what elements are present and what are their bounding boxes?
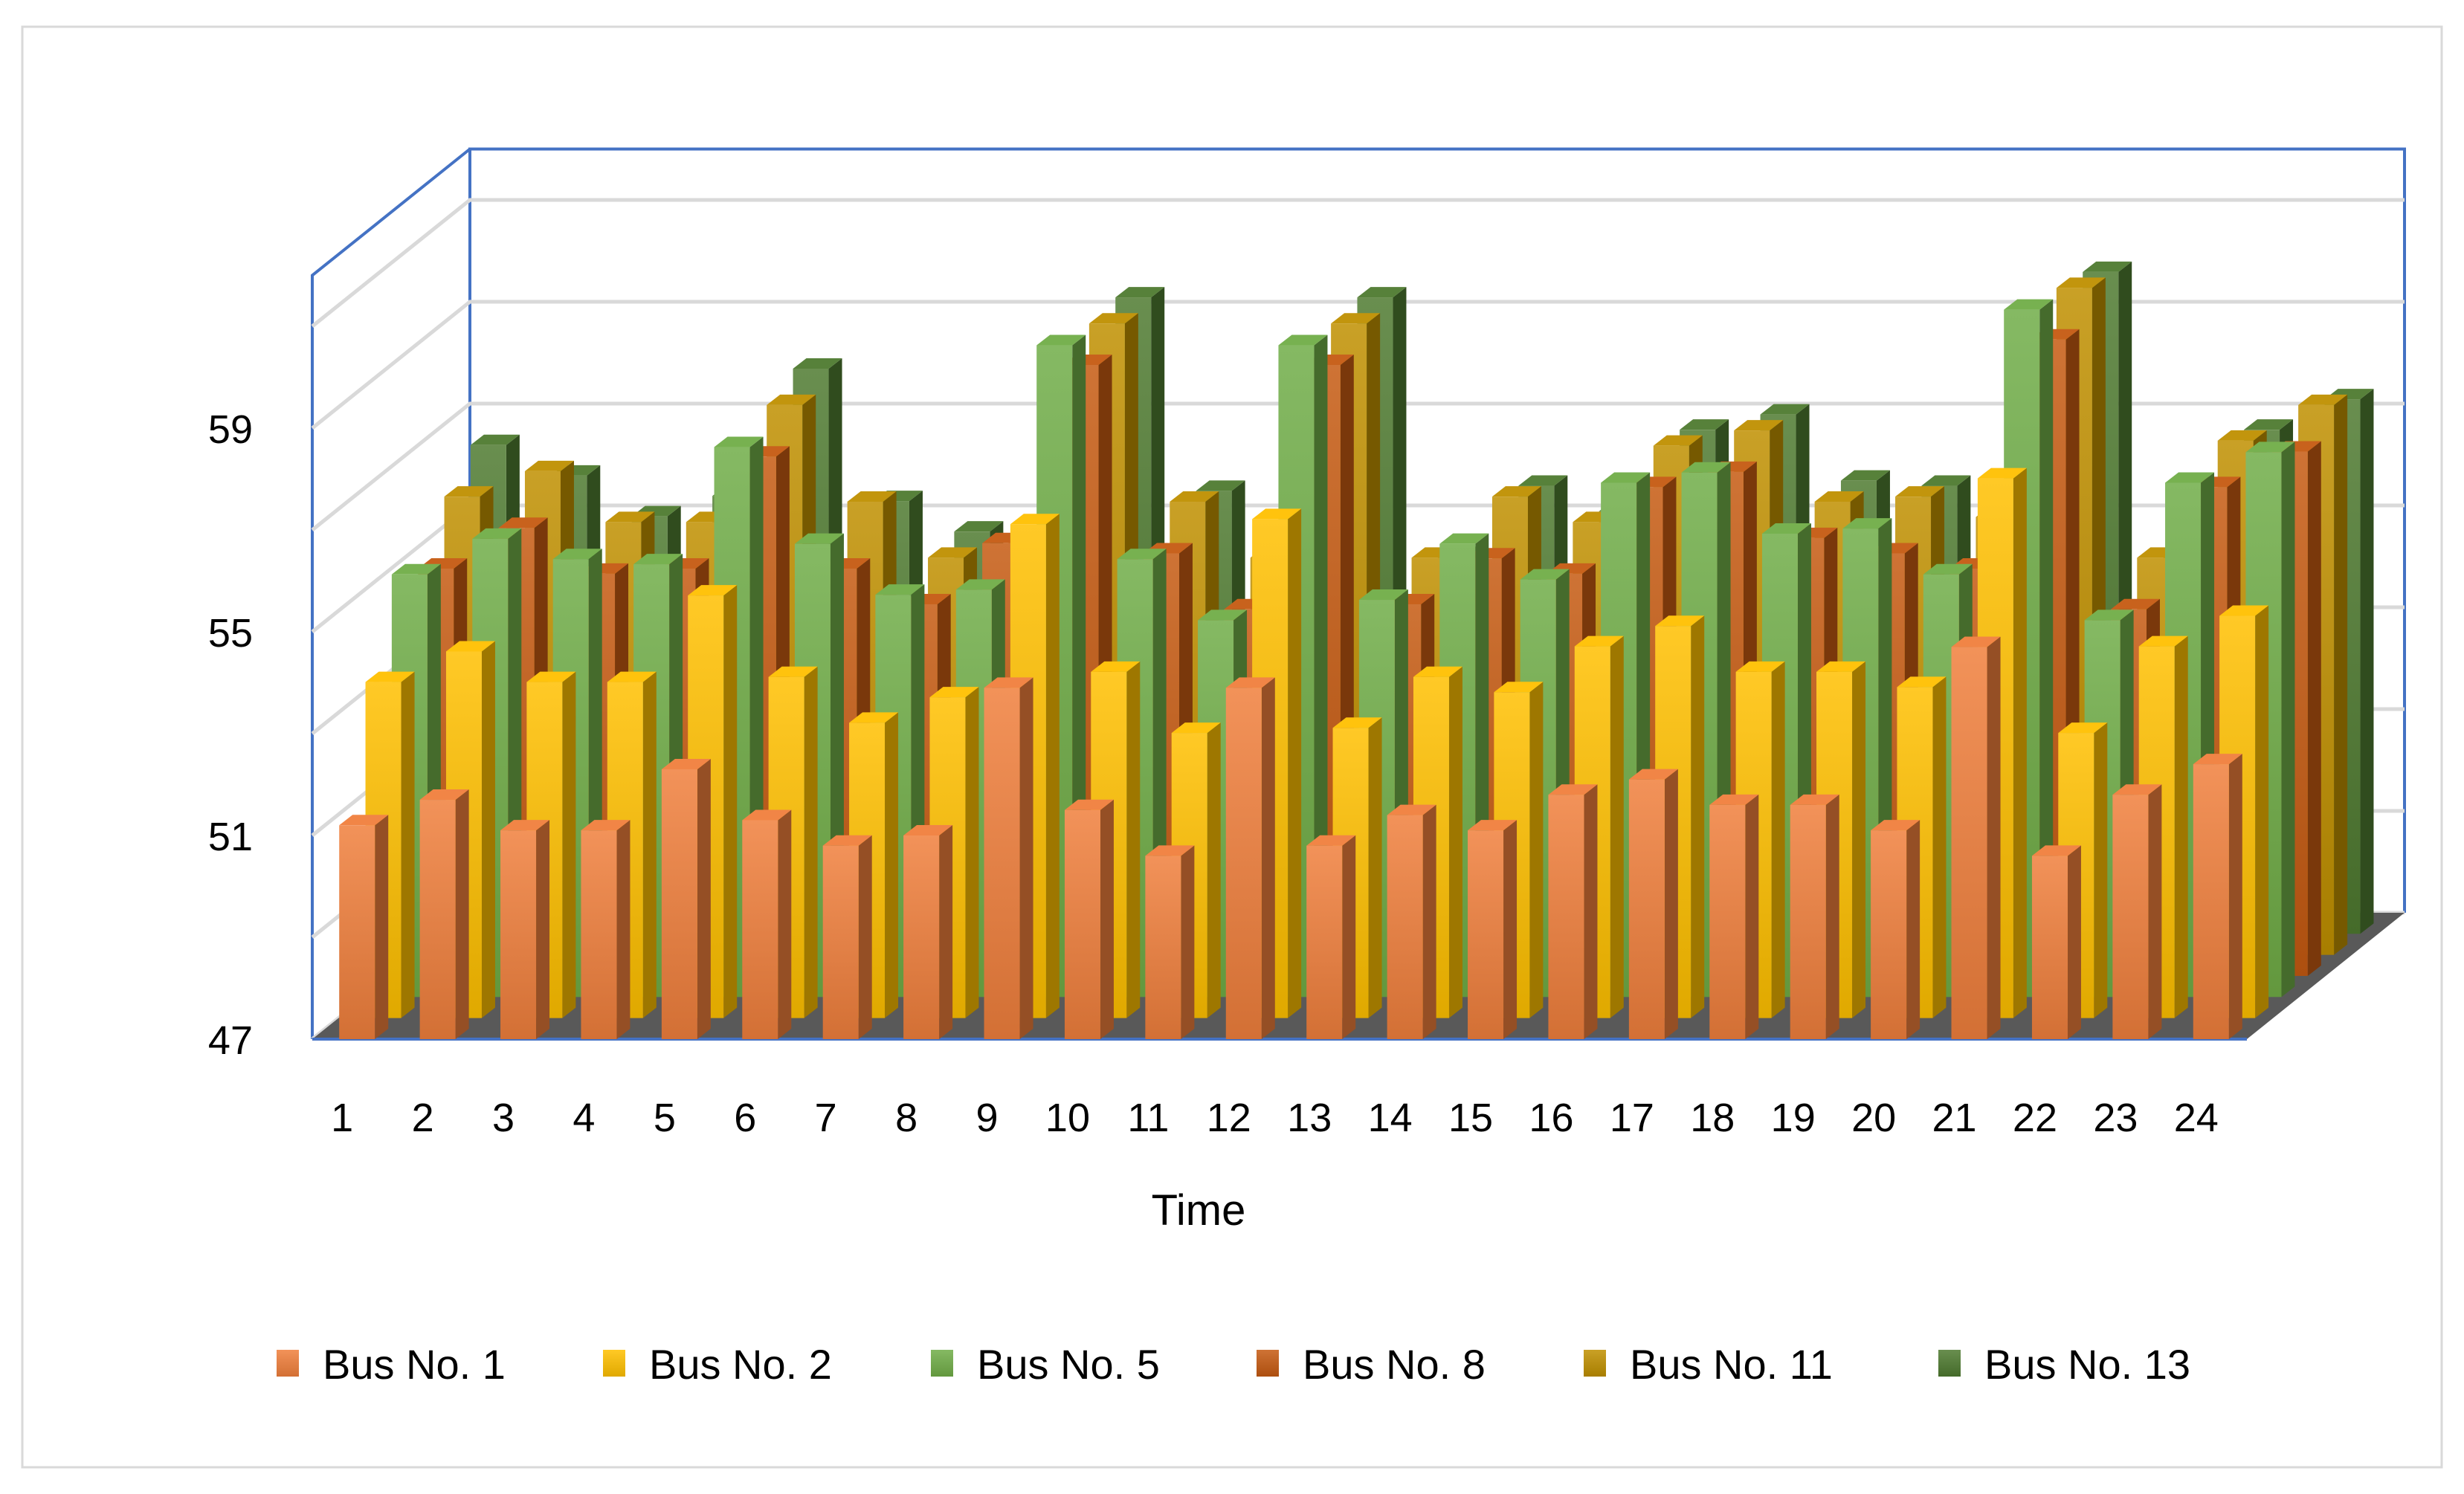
legend-swatch	[1938, 1350, 1961, 1377]
x-axis-ticks: 1 2 3 4 5 6 7 8 9 10 11 12 13 14 15 16 17 18 19 20 21 22 23 24	[331, 1096, 2219, 1140]
bar	[1387, 804, 1436, 1039]
x-tick-label: 4	[573, 1096, 595, 1140]
x-axis-title: Time	[1152, 1186, 1246, 1235]
legend: Bus No. 1 Bus No. 2 Bus No. 5 Bus No. 8 Bus …	[277, 1341, 2190, 1388]
bar	[1709, 794, 1759, 1039]
x-tick-label: 14	[1368, 1096, 1413, 1140]
bar	[1871, 820, 1920, 1039]
x-tick-label: 6	[734, 1096, 756, 1140]
x-tick-label: 20	[1851, 1096, 1896, 1140]
x-tick-label: 15	[1448, 1096, 1493, 1140]
side-wall	[311, 147, 471, 1039]
legend-label: Bus No. 5	[977, 1341, 1160, 1388]
bars	[339, 261, 2374, 1039]
x-tick-label: 12	[1207, 1096, 1251, 1140]
bar	[581, 820, 630, 1039]
bar	[1225, 677, 1275, 1039]
legend-swatch	[1257, 1350, 1279, 1377]
gridline	[311, 401, 2405, 531]
x-tick-label: 22	[2013, 1096, 2057, 1140]
x-tick-label: 13	[1287, 1096, 1332, 1140]
legend-item: Bus No. 11	[1584, 1341, 1833, 1388]
bar	[1145, 845, 1195, 1039]
x-tick-label: 16	[1529, 1096, 1573, 1140]
legend-item: Bus No. 5	[931, 1341, 1160, 1388]
legend-swatch	[277, 1350, 299, 1377]
x-tick-label: 10	[1045, 1096, 1090, 1140]
x-tick-label: 1	[331, 1096, 353, 1140]
x-tick-label: 24	[2174, 1096, 2219, 1140]
x-tick-label: 23	[2093, 1096, 2138, 1140]
bar	[1548, 784, 1598, 1039]
bar	[1628, 769, 1678, 1039]
bar	[2112, 784, 2162, 1039]
x-tick-label: 19	[1771, 1096, 1816, 1140]
legend-item: Bus No. 2	[603, 1341, 832, 1388]
x-tick-label: 18	[1690, 1096, 1735, 1140]
bar	[1790, 794, 1839, 1039]
bar	[1468, 820, 1518, 1039]
legend-swatch	[1584, 1350, 1606, 1377]
x-tick-label: 17	[1610, 1096, 1654, 1140]
legend-label: Bus No. 1	[323, 1341, 506, 1388]
y-tick-label: 47	[208, 1018, 253, 1063]
x-tick-label: 5	[654, 1096, 676, 1140]
bar	[2031, 845, 2081, 1039]
legend-swatch	[603, 1350, 625, 1377]
legend-item: Bus No. 13	[1938, 1341, 2190, 1388]
bar	[661, 758, 711, 1039]
bar	[822, 835, 872, 1039]
legend-label: Bus No. 13	[1984, 1341, 2190, 1388]
x-tick-label: 11	[1127, 1096, 1169, 1140]
legend-label: Bus No. 11	[1630, 1341, 1833, 1388]
x-tick-label: 8	[895, 1096, 917, 1140]
legend-item: Bus No. 8	[1257, 1341, 1486, 1388]
bar	[2193, 754, 2242, 1039]
bar	[500, 820, 550, 1039]
bar	[1064, 799, 1114, 1039]
bar	[339, 815, 389, 1039]
bar	[903, 825, 953, 1039]
legend-label: Bus No. 2	[649, 1341, 832, 1388]
y-axis-ticks: 47 51 55 59	[208, 407, 253, 1063]
bar	[984, 677, 1033, 1039]
y-tick-label: 59	[208, 407, 253, 452]
legend-swatch	[931, 1350, 953, 1377]
bar	[419, 789, 469, 1039]
x-tick-label: 7	[815, 1096, 837, 1140]
bar	[742, 809, 792, 1039]
gridline	[311, 198, 2405, 328]
legend-label: Bus No. 8	[1303, 1341, 1486, 1388]
x-tick-label: 2	[412, 1096, 434, 1140]
y-tick-label: 51	[208, 815, 253, 859]
y-tick-label: 55	[208, 611, 253, 656]
x-tick-label: 9	[976, 1096, 999, 1140]
bar	[1951, 636, 2001, 1039]
gridline	[311, 300, 2405, 430]
x-tick-label: 3	[492, 1096, 515, 1140]
bar	[1306, 835, 1356, 1039]
x-tick-label: 21	[1932, 1096, 1977, 1140]
legend-item: Bus No. 1	[277, 1341, 506, 1388]
